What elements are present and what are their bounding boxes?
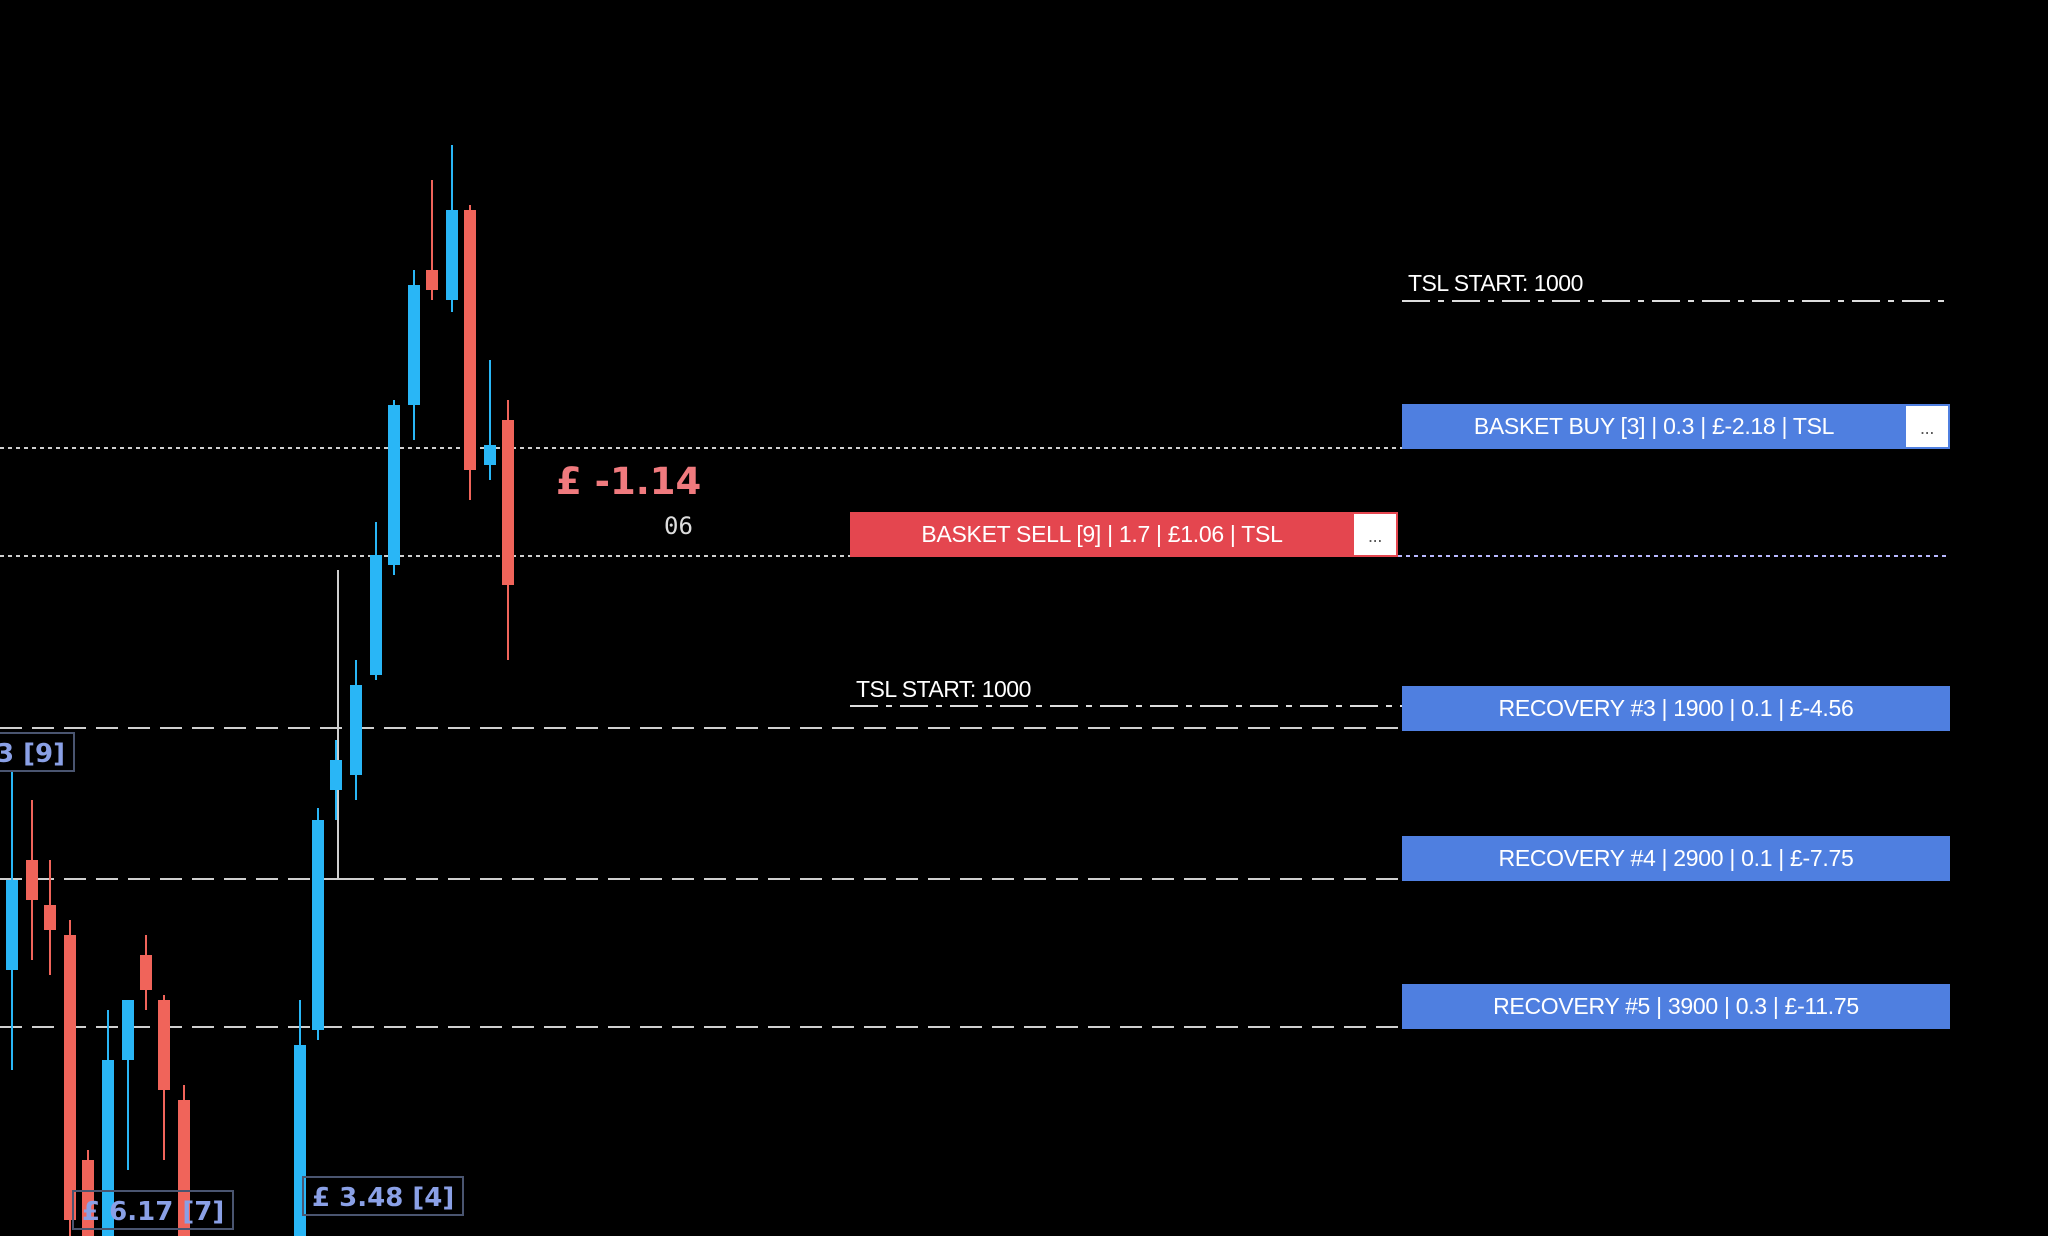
candle xyxy=(446,145,458,312)
recovery-4-panel[interactable]: RECOVERY #4 | 2900 | 0.1 | £-7.75 xyxy=(1402,836,1950,881)
candle xyxy=(26,800,38,960)
candle-body xyxy=(64,935,76,1220)
chart-tag-left-edge: 3 [9] xyxy=(0,732,75,772)
recovery-3-label: RECOVERY #3 | 1900 | 0.1 | £-4.56 xyxy=(1498,695,1854,721)
candle-body xyxy=(26,860,38,900)
candle-body xyxy=(388,405,400,565)
tsl-start-label-upper: TSL START: 1000 xyxy=(1408,270,1583,296)
basket-connector-line xyxy=(337,570,352,880)
candle xyxy=(426,180,438,300)
floating-profit-label: £ -1.14 xyxy=(556,460,702,503)
candle xyxy=(464,205,476,500)
candle-body xyxy=(330,760,342,790)
recovery-4-label: RECOVERY #4 | 2900 | 0.1 | £-7.75 xyxy=(1498,845,1854,871)
candle-body xyxy=(6,880,18,970)
candle xyxy=(158,995,170,1160)
candle xyxy=(64,920,76,1236)
candle xyxy=(6,770,18,1070)
candle-body xyxy=(408,285,420,405)
candle-body xyxy=(82,1160,94,1236)
basket-sell-label: BASKET SELL [9] | 1.7 | £1.06 | TSL xyxy=(921,521,1283,547)
candle xyxy=(140,935,152,1010)
candle xyxy=(502,400,514,660)
bar-timer-label: 06 xyxy=(664,512,693,540)
candle-body xyxy=(312,820,324,1030)
candle xyxy=(44,860,56,975)
tsl-start-label-lower: TSL START: 1000 xyxy=(856,676,1031,702)
candle-body xyxy=(426,270,438,290)
candle-body xyxy=(178,1100,190,1236)
candle xyxy=(312,808,324,1040)
candle-body xyxy=(484,445,496,465)
recovery-3-panel[interactable]: RECOVERY #3 | 1900 | 0.1 | £-4.56 xyxy=(1402,686,1950,731)
basket-buy-menu-button[interactable]: ... xyxy=(1906,406,1948,447)
price-level-lines xyxy=(0,300,1950,1028)
candle xyxy=(350,660,362,800)
candle-body xyxy=(122,1000,134,1060)
recovery-5-panel[interactable]: RECOVERY #5 | 3900 | 0.3 | £-11.75 xyxy=(1402,984,1950,1029)
candle xyxy=(408,270,420,440)
candle-body xyxy=(502,420,514,585)
candle xyxy=(102,1010,114,1236)
candle-body xyxy=(102,1060,114,1236)
basket-buy-panel[interactable]: BASKET BUY [3] | 0.3 | £-2.18 | TSL ... xyxy=(1402,404,1950,449)
candle xyxy=(82,1150,94,1236)
candle xyxy=(122,1000,134,1170)
candle-body xyxy=(350,685,362,775)
candlestick-series xyxy=(6,145,514,1236)
basket-sell-panel[interactable]: BASKET SELL [9] | 1.7 | £1.06 | TSL ... xyxy=(850,512,1398,557)
recovery-5-label: RECOVERY #5 | 3900 | 0.3 | £-11.75 xyxy=(1493,993,1859,1019)
candle xyxy=(330,740,342,820)
candle-body xyxy=(44,905,56,930)
candle xyxy=(370,522,382,680)
candle xyxy=(484,360,496,480)
basket-sell-menu-button[interactable]: ... xyxy=(1354,514,1396,555)
candle-body xyxy=(446,210,458,300)
candle xyxy=(178,1085,190,1236)
candle xyxy=(388,400,400,575)
candle-body xyxy=(158,1000,170,1090)
basket-buy-label: BASKET BUY [3] | 0.3 | £-2.18 | TSL xyxy=(1473,413,1835,439)
chart-tag-profit-4: £ 3.48 [4] xyxy=(302,1176,465,1216)
candle-body xyxy=(464,210,476,470)
candle-body xyxy=(140,955,152,990)
candle-body xyxy=(370,555,382,675)
chart-tag-profit-7: £ 6.17 [7] xyxy=(72,1190,235,1230)
